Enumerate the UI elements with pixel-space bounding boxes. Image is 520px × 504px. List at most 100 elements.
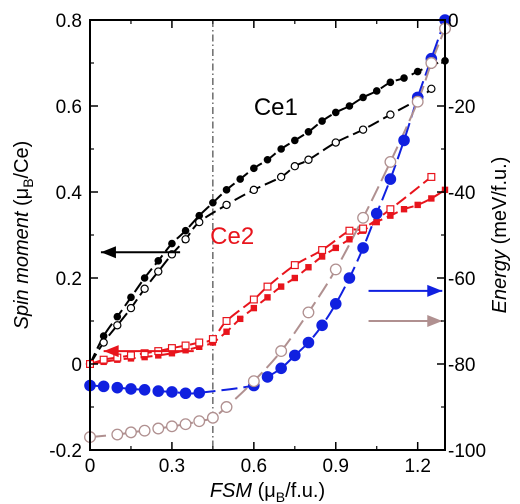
series-3-point-7	[181, 341, 190, 350]
series-2-point-21	[373, 218, 380, 226]
series-0-point-13	[263, 155, 272, 164]
series-0-point-18	[331, 108, 340, 117]
y-right-tick-label: -40	[448, 183, 475, 204]
series-1-point-2	[113, 321, 122, 330]
series-0-point-9	[209, 198, 217, 207]
series-4-point-11	[275, 362, 287, 375]
y-left-tick-label: 0.6	[56, 97, 82, 118]
series-5-point-14	[357, 211, 370, 224]
series-5-point-1	[111, 428, 124, 441]
series-4-point-14	[316, 319, 328, 332]
series-0-point-12	[250, 164, 258, 173]
series-3-point-10	[222, 317, 231, 326]
series-label-ce1: Ce1	[254, 94, 298, 121]
y-left-tick-label: 0.2	[56, 269, 82, 290]
series-0-point-16	[304, 128, 313, 136]
series-0-point-4	[140, 274, 149, 282]
series-2-point-16	[305, 264, 312, 271]
y-left-tick-label: -0.2	[49, 441, 82, 462]
series-2-point-23	[400, 206, 408, 213]
series-4-point-18	[370, 207, 383, 220]
series-4-point-1	[97, 380, 110, 393]
series-1-point-10	[249, 185, 259, 195]
series-line-3	[90, 176, 432, 365]
arrow-energy-brown-head	[427, 315, 443, 327]
series-4-point-15	[329, 298, 342, 310]
y-left-tick-label: 0.8	[56, 11, 82, 32]
series-3-point-1	[99, 355, 108, 364]
series-4-point-4	[138, 384, 151, 396]
series-5-point-6	[179, 418, 192, 431]
series-1-point-9	[222, 200, 231, 210]
y-right-tick-label: -20	[448, 97, 475, 118]
series-2-point-6	[168, 350, 176, 357]
series-5-point-12	[302, 306, 315, 319]
series-0-point-5	[154, 257, 163, 265]
series-2-point-13	[264, 294, 271, 301]
series-0-point-10	[222, 186, 231, 194]
series-0-point-24	[413, 67, 422, 76]
series-4-point-20	[398, 134, 410, 147]
series-4-point-6	[166, 386, 178, 398]
series-0-point-23	[400, 74, 408, 82]
series-5-point-15	[384, 155, 397, 168]
series-3-point-9	[208, 335, 217, 344]
series-5-point-9	[220, 401, 233, 413]
series-3-point-14	[318, 246, 327, 255]
series-5-point-3	[138, 424, 151, 437]
x-tick-label: 0.6	[241, 456, 267, 477]
series-4-point-19	[384, 173, 397, 185]
series-2-point-25	[428, 195, 435, 202]
y-left-tick-label: 0.4	[56, 183, 83, 204]
series-1-point-18	[427, 84, 436, 94]
series-3-point-17	[386, 205, 395, 214]
x-tick-label: 1.2	[404, 456, 430, 477]
series-3-point-18	[427, 172, 436, 181]
y-right-tick-label: -60	[448, 269, 475, 290]
series-label-ce2: Ce2	[210, 223, 254, 250]
series-0-point-15	[291, 136, 299, 145]
series-0-point-22	[386, 78, 395, 87]
series-1-point-7	[181, 235, 190, 244]
series-5-point-11	[275, 345, 288, 358]
series-4-point-13	[302, 336, 315, 349]
series-5-point-4	[152, 422, 165, 435]
series-5-point-8	[206, 411, 219, 424]
series-4-point-16	[343, 272, 356, 284]
series-5-point-5	[165, 420, 178, 433]
y-left-tick-label: 0	[71, 355, 82, 376]
series-3-point-8	[195, 338, 204, 347]
series-1-point-5	[154, 267, 163, 276]
series-3-point-13	[290, 261, 299, 270]
series-2-point-22	[387, 212, 394, 219]
series-5-point-13	[329, 263, 342, 276]
series-2-point-11	[236, 315, 244, 323]
series-1-point-16	[386, 110, 395, 119]
series-0-point-17	[318, 117, 326, 125]
series-2-point-14	[277, 283, 285, 290]
x-axis-title: FSM (μB/f.u.)	[210, 480, 325, 504]
series-2-point-10	[223, 328, 230, 335]
y-right-tick-label: 0	[448, 11, 459, 32]
series-2-point-8	[196, 343, 203, 350]
series-1-point-1	[99, 338, 108, 347]
x-tick-label: 0.3	[159, 456, 185, 477]
series-0-point-7	[181, 226, 190, 235]
series-4-point-12	[289, 349, 301, 362]
series-0-point-6	[168, 239, 176, 248]
series-3-point-16	[359, 224, 368, 233]
series-4-point-5	[152, 385, 165, 397]
y-right-tick-label: -100	[448, 441, 486, 462]
arrow-ce1-left-head	[100, 246, 116, 259]
series-3-point-11	[249, 295, 258, 304]
series-2-point-19	[346, 236, 353, 243]
series-5-point-17	[425, 57, 438, 69]
series-4-point-8	[193, 387, 206, 399]
series-1-point-14	[331, 138, 340, 147]
series-2-point-18	[332, 244, 339, 252]
series-1-point-3	[126, 303, 136, 313]
series-5-point-10	[247, 375, 260, 388]
series-3-point-3	[126, 351, 135, 360]
series-4-point-10	[261, 371, 274, 383]
y-left-axis-title: Spin moment (μB/Ce)	[11, 141, 36, 330]
